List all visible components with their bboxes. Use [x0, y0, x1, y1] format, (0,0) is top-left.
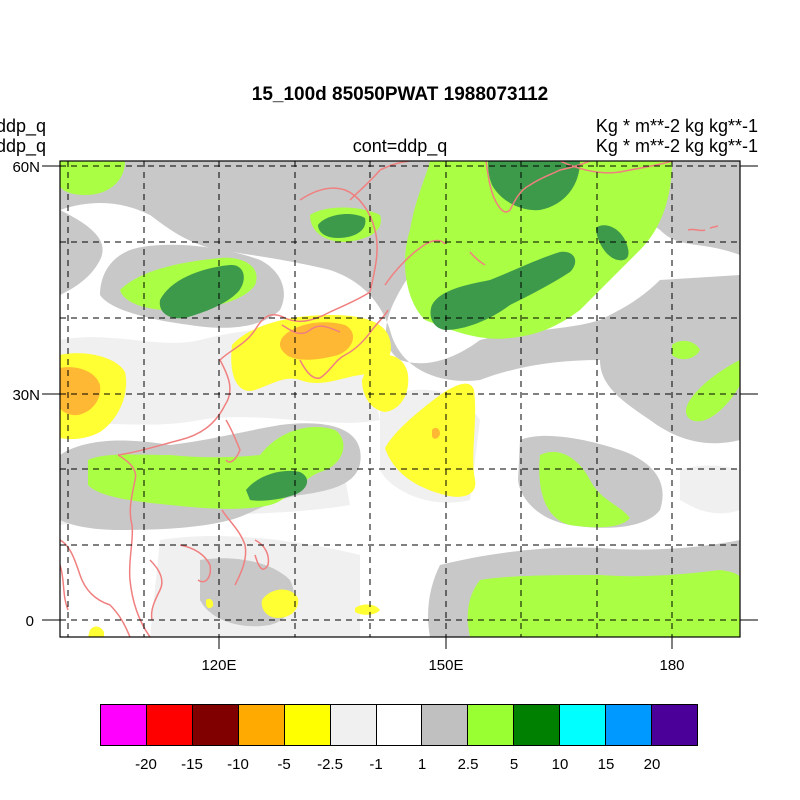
colorbar-box: [238, 705, 285, 745]
colorbar-label: 2.5: [457, 756, 479, 773]
colorbar-label: -15: [181, 756, 203, 773]
colorbar-box: [284, 705, 331, 745]
left-variable-label-bottom: ddp_q: [0, 136, 47, 156]
colorbar-box: [560, 705, 607, 745]
units-label-top: Kg * m**-2 kg kg**-1: [595, 116, 758, 136]
colorbar-label: -10: [227, 756, 249, 773]
colorbar-box: [376, 705, 423, 745]
contour-variable-label: cont=ddp_q: [352, 136, 448, 156]
colorbar-label: -2.5: [317, 756, 343, 773]
lat-label-0: 0: [26, 613, 34, 630]
colorbar-box: [192, 705, 239, 745]
colorbar-box: [422, 705, 469, 745]
colorbar-label: 20: [643, 756, 661, 773]
map-field: [60, 161, 740, 637]
colorbar-box: [101, 705, 147, 745]
left-variable-label-top: ddp_q: [0, 116, 47, 136]
lon-label-150e: 150E: [428, 657, 463, 674]
colorbar-label: -5: [277, 756, 291, 773]
field-orange: [60, 322, 440, 439]
colorbar-box: [652, 705, 697, 745]
colorbar-label: 10: [551, 756, 569, 773]
colorbar-label: 15: [597, 756, 615, 773]
colorbar-label: 5: [509, 756, 519, 773]
field-dark-green: [159, 161, 629, 501]
colorbar-box: [606, 705, 653, 745]
coastlines: [60, 161, 719, 637]
colorbar-label: 1: [417, 756, 427, 773]
grid-lines: [60, 161, 740, 637]
units-label-bottom: Kg * m**-2 kg kg**-1: [595, 136, 758, 156]
colorbar-label: -1: [369, 756, 383, 773]
lon-label-180: 180: [659, 657, 684, 674]
map-title: 15_100d 85050PWAT 1988073112: [251, 84, 549, 105]
colorbar-box: [514, 705, 561, 745]
lon-label-120e: 120E: [201, 657, 236, 674]
colorbar: [100, 704, 698, 746]
lat-label-60n: 60N: [12, 159, 40, 176]
lat-label-30n: 30N: [12, 387, 40, 404]
axis-ticks: [42, 165, 758, 649]
colorbar-box: [146, 705, 193, 745]
colorbar-label: -20: [135, 756, 157, 773]
map-frame: [59, 160, 741, 638]
colorbar-box: [330, 705, 377, 745]
colorbar-box: [468, 705, 515, 745]
